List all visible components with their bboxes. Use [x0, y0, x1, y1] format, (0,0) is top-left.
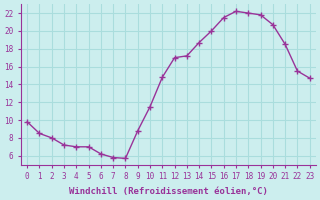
X-axis label: Windchill (Refroidissement éolien,°C): Windchill (Refroidissement éolien,°C) [69, 187, 268, 196]
